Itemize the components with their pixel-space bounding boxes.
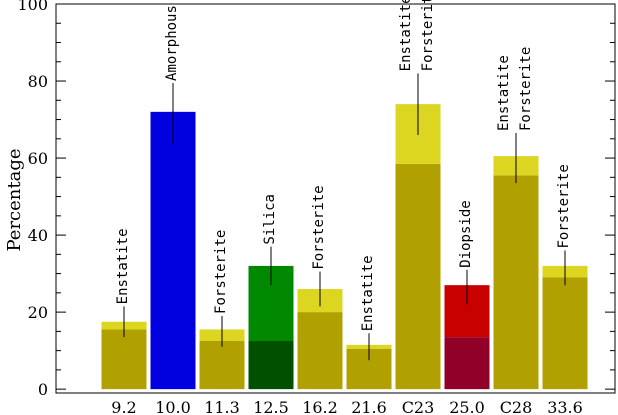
y-axis-title: Percentage: [4, 148, 25, 251]
bar-lower-16.2: [297, 312, 343, 390]
bar-annotation-9.2-0: Enstatite: [115, 228, 131, 304]
y-tick-label-60: 60: [28, 149, 48, 168]
x-tick-label-25.0: 25.0: [449, 398, 485, 415]
y-tick-label-40: 40: [28, 226, 48, 245]
bar-annotation-C28-0: Enstatite: [496, 55, 512, 131]
bar-annotation-25.0-0: Diopside: [458, 200, 474, 267]
x-tick-label-C28: C28: [500, 398, 533, 415]
y-axis: 0 20 40 60 80 100: [17, 0, 615, 399]
bar-annotation-33.6-0: Forsterite: [556, 164, 572, 248]
x-tick-label-9.2: 9.2: [111, 398, 136, 415]
bars-layer: [101, 104, 588, 390]
y-tick-label-0: 0: [38, 380, 48, 399]
y-tick-label-100: 100: [17, 0, 48, 14]
bar-lower-C23: [395, 163, 441, 390]
bar-annotation-10.0-0: Amorphous: [164, 5, 180, 81]
x-tick-label-C23: C23: [402, 398, 435, 415]
bar-annotation-21.6-0: Enstatite: [360, 255, 376, 331]
y-tick-label-20: 20: [28, 303, 48, 322]
bar-lower-11.3: [199, 341, 245, 390]
x-tick-label-33.6: 33.6: [547, 398, 583, 415]
plot-frame: [55, 3, 616, 394]
x-tick-label-10.0: 10.0: [155, 398, 191, 415]
bar-annotation-12.5-0: Silica: [262, 194, 278, 245]
x-tick-label-11.3: 11.3: [204, 398, 240, 415]
bar-annotation-16.2-0: Forsterite: [311, 185, 327, 269]
bar-annotation-C23-0: Enstatite: [398, 0, 414, 71]
bar-lower-C28: [493, 175, 539, 390]
bar-lower-10.0: [150, 111, 196, 390]
x-tick-label-12.5: 12.5: [253, 398, 289, 415]
x-tick-label-21.6: 21.6: [351, 398, 387, 415]
x-axis: 9.2 10.0 11.3 12.5 16.2 21.6 C23 25.0 C28 33.6: [111, 398, 583, 415]
bar-annotation-C28-1: Forsterite: [518, 47, 534, 131]
bar-lower-33.6: [542, 277, 588, 390]
y-tick-label-80: 80: [28, 72, 48, 91]
bar-annotation-C23-1: Forsterite: [420, 0, 436, 71]
bar-lower-25.0: [444, 337, 490, 390]
bar-lower-12.5: [248, 341, 294, 390]
bar-annotation-11.3-0: Forsterite: [213, 230, 229, 314]
annotations-layer: Enstatite Amorphous Forsterite Silica Forste…: [115, 0, 572, 361]
bar-lower-9.2: [101, 329, 147, 390]
x-tick-label-16.2: 16.2: [302, 398, 338, 415]
